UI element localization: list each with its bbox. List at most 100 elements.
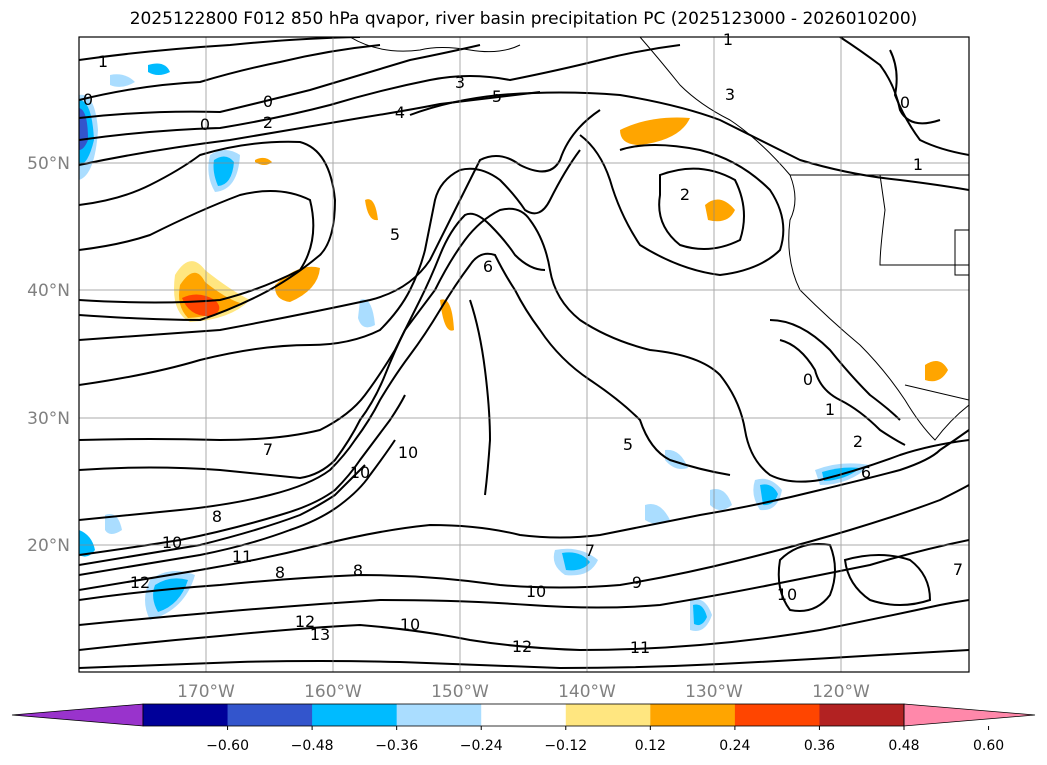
contour-line bbox=[579, 134, 785, 277]
contour-label: 10 bbox=[350, 463, 370, 482]
contour-line bbox=[658, 167, 745, 250]
contour-label: 2 bbox=[680, 185, 690, 204]
shade-positive bbox=[440, 299, 454, 331]
lat-label: 20°N bbox=[27, 536, 70, 556]
contour-label: 7 bbox=[585, 541, 595, 560]
contour-label: 5 bbox=[623, 435, 633, 454]
colorbar-segment bbox=[227, 704, 313, 726]
shade-negative bbox=[79, 530, 95, 557]
coastline-path bbox=[639, 37, 969, 441]
contour-label: 7 bbox=[953, 560, 963, 579]
contour-line bbox=[409, 91, 969, 191]
contour-label: 4 bbox=[395, 103, 405, 122]
contour-line bbox=[79, 44, 481, 119]
contour-label: 5 bbox=[492, 87, 502, 106]
colorbar-tick-label: −0.24 bbox=[460, 738, 503, 754]
colorbar-tick-label: −0.36 bbox=[375, 738, 418, 754]
contour-label: 7 bbox=[263, 440, 273, 459]
contour-line bbox=[779, 339, 906, 446]
contour-line bbox=[79, 252, 731, 521]
shade-positive bbox=[274, 266, 320, 302]
contour-label: 1 bbox=[825, 400, 835, 419]
shade-negative bbox=[562, 552, 590, 571]
shade-negative bbox=[693, 604, 707, 626]
shade-positive bbox=[620, 117, 690, 145]
coastline bbox=[349, 37, 969, 441]
lon-label: 120°W bbox=[812, 682, 870, 702]
map-title: 2025122800 F012 850 hPa qvapor, river ba… bbox=[129, 9, 918, 29]
contour-label: 0 bbox=[263, 92, 273, 111]
colorbar-segment bbox=[396, 704, 482, 726]
shade-positive bbox=[365, 199, 378, 221]
contour-label: 1 bbox=[913, 155, 923, 174]
colorbar-segment bbox=[481, 704, 567, 726]
contour-line bbox=[79, 207, 969, 483]
shade-negative bbox=[105, 514, 122, 534]
contour-label: 0 bbox=[200, 115, 210, 134]
colorbar-tick-label: −0.60 bbox=[206, 738, 249, 754]
contour-label: 10 bbox=[398, 443, 418, 462]
colorbar-tick-labels: −0.60 −0.48 −0.36 −0.24 −0.12 0.12 0.24 0.36 0.4… bbox=[206, 726, 1004, 754]
colorbar-tick-label: 0.48 bbox=[888, 738, 919, 754]
colorbar-extension-high bbox=[903, 703, 1036, 727]
contour-label: 6 bbox=[861, 463, 871, 482]
colorbar-tick-label: 0.24 bbox=[719, 738, 750, 754]
contour-label: 3 bbox=[455, 73, 465, 92]
contour-label: 6 bbox=[483, 257, 493, 276]
shade-positive bbox=[925, 361, 948, 382]
lon-label: 170°W bbox=[177, 682, 235, 702]
coastline-path bbox=[349, 37, 521, 53]
shade-negative bbox=[110, 74, 135, 87]
contour-line bbox=[79, 109, 601, 341]
contour-line bbox=[79, 44, 381, 101]
contour-line bbox=[79, 599, 969, 652]
plot-frame bbox=[78, 36, 970, 673]
contour-label: 9 bbox=[632, 573, 642, 592]
contour-label: 0 bbox=[83, 90, 93, 109]
colorbar-outline bbox=[142, 703, 905, 727]
contour-label: 5 bbox=[390, 225, 400, 244]
contour-label: 1 bbox=[723, 30, 733, 49]
contour-label: 3 bbox=[725, 85, 735, 104]
colorbar-segment bbox=[734, 704, 820, 726]
lon-label: 140°W bbox=[558, 682, 616, 702]
contour-label: 11 bbox=[630, 638, 650, 657]
shade-negative bbox=[710, 489, 732, 510]
contour-label: 10 bbox=[777, 585, 797, 604]
contour-line bbox=[839, 37, 941, 125]
contour-line bbox=[79, 484, 969, 601]
colorbar-segment bbox=[312, 704, 398, 726]
contour-line bbox=[79, 140, 337, 322]
lon-label: 130°W bbox=[685, 682, 743, 702]
colorbar-segment bbox=[565, 704, 651, 726]
colorbar-extension-low bbox=[11, 703, 144, 727]
colorbar-segment bbox=[143, 704, 229, 726]
contour-line bbox=[79, 190, 315, 304]
border-path bbox=[879, 174, 969, 266]
contour-line bbox=[79, 394, 406, 556]
contour-label: 12 bbox=[295, 612, 315, 631]
border-path bbox=[954, 229, 969, 276]
contour-label: 0 bbox=[900, 93, 910, 112]
contour-label: 8 bbox=[212, 507, 222, 526]
colorbar-tick-label: 0.12 bbox=[635, 738, 666, 754]
colorbar-tick-label: 0.36 bbox=[804, 738, 835, 754]
graticule bbox=[79, 37, 969, 672]
contour-label: 10 bbox=[526, 582, 546, 601]
lon-axis: 170°W 160°W 150°W 140°W 130°W 120°W bbox=[177, 682, 870, 702]
contour-line bbox=[843, 554, 932, 606]
colorbar-tick-label: −0.12 bbox=[544, 738, 587, 754]
shade-negative bbox=[148, 63, 170, 75]
contour-label: 2 bbox=[853, 432, 863, 451]
contour-label: 13 bbox=[310, 625, 330, 644]
qvapor-contours bbox=[79, 37, 969, 670]
lat-axis: 50°N 40°N 30°N 20°N bbox=[27, 154, 70, 556]
contour-line bbox=[79, 44, 681, 141]
shade-positive bbox=[705, 199, 735, 222]
contour-line bbox=[79, 37, 361, 61]
contour-label: 8 bbox=[353, 561, 363, 580]
colorbar-segment bbox=[819, 704, 905, 726]
contour-line bbox=[777, 543, 836, 612]
shade-negative bbox=[153, 578, 188, 612]
contour-label: 10 bbox=[162, 533, 182, 552]
